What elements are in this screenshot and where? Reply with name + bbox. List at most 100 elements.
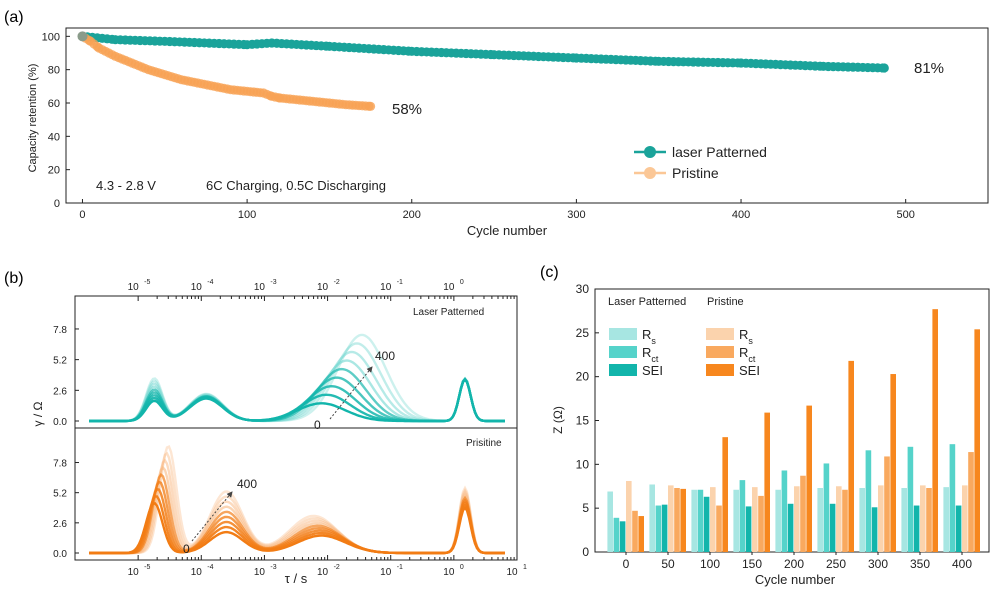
c-bar — [823, 463, 830, 552]
c-bar — [775, 489, 781, 552]
c-bar — [817, 488, 823, 552]
c-legend-swatch — [609, 364, 637, 376]
panel-b-top-label: Laser Patterned — [413, 307, 484, 318]
c-bar — [955, 505, 962, 552]
c-y-tick-label: 0 — [582, 545, 589, 559]
c-bar — [884, 456, 890, 552]
legend-pristine-label: Pristine — [672, 165, 719, 181]
panel-c-y-ticks: 0 5 10 15 20 25 30 — [576, 282, 599, 559]
c-legend-swatch — [706, 346, 734, 358]
c-bar — [865, 450, 872, 552]
c-bar — [680, 488, 686, 552]
a-x-tick-label: 0 — [79, 209, 85, 221]
b-x-tick-exp: -5 — [144, 564, 150, 571]
b-bottom-y-tick-label: 5.2 — [53, 489, 67, 500]
c-bar — [758, 495, 764, 552]
panel-a-x-axis-label: Cycle number — [467, 223, 548, 238]
panel-c-x-axis-label: Cycle number — [755, 572, 836, 587]
legend-laser-label: laser Patterned — [672, 144, 767, 160]
panel-b-bottom-label: Prisitine — [466, 438, 502, 449]
panel-b-top-arrow-start-label: 0 — [314, 418, 321, 432]
b-x-top-tick-label: 10 — [317, 282, 329, 293]
b-x-tick-exp: -3 — [270, 564, 276, 571]
c-bar — [836, 486, 842, 552]
c-x-tick-label: 150 — [742, 557, 762, 571]
panel-a-series — [77, 31, 889, 111]
panel-c-bars — [607, 309, 980, 552]
c-legend-swatch — [706, 364, 734, 376]
c-bar — [649, 484, 655, 552]
b-x-tick-label: 10 — [380, 567, 392, 578]
b-top-y-tick-label: 2.6 — [53, 386, 67, 397]
b-x-tick-exp: 1 — [523, 564, 527, 571]
c-legend-label: Rs — [642, 327, 656, 346]
c-legend-label: SEI — [642, 363, 663, 378]
b-x-tick-exp: -1 — [397, 564, 403, 571]
a-x-tick-label: 300 — [567, 209, 585, 221]
c-x-tick-label: 300 — [868, 557, 888, 571]
c-bar — [716, 505, 722, 552]
annotation-58: 58% — [392, 101, 422, 118]
c-bar — [926, 488, 932, 552]
c-bar — [710, 487, 716, 552]
c-bar — [968, 452, 974, 552]
b-x-top-tick-exp: -4 — [207, 279, 213, 286]
c-bar — [920, 485, 926, 552]
c-bar — [859, 488, 865, 552]
c-bar — [974, 329, 980, 552]
panel-b-bottom-arrow — [191, 491, 233, 542]
c-bar — [619, 521, 626, 552]
c-bar — [674, 488, 680, 552]
panel-a-y-ticks: 0 20 40 60 80 100 — [42, 31, 70, 210]
c-bar — [632, 510, 638, 552]
b-x-tick-exp: -4 — [207, 564, 213, 571]
annotation-81: 81% — [914, 60, 944, 77]
c-bar — [626, 480, 632, 552]
legend-pristine-marker — [644, 167, 656, 179]
condition-rate: 6C Charging, 0.5C Discharging — [206, 178, 386, 193]
c-bar — [739, 480, 746, 552]
c-bar — [829, 503, 836, 552]
panel-b-label: (b) — [4, 270, 24, 287]
c-bar — [733, 489, 739, 552]
c-legend-label: Rs — [739, 327, 753, 346]
c-bar — [878, 485, 884, 552]
c-bar — [932, 309, 938, 552]
c-bar — [607, 491, 613, 552]
c-bar — [787, 503, 794, 552]
c-bar — [661, 504, 668, 552]
b-x-tick-exp: 0 — [460, 564, 464, 571]
c-x-tick-label: 0 — [623, 557, 630, 571]
c-bar — [745, 506, 752, 552]
panel-a-label: (a) — [4, 9, 24, 26]
c-bar — [764, 412, 770, 552]
c-bar — [655, 505, 662, 552]
c-legend-swatch — [609, 346, 637, 358]
c-x-tick-label: 400 — [952, 557, 972, 571]
b-x-top-tick-label: 10 — [443, 282, 455, 293]
panel-a-frame — [65, 27, 989, 204]
b-x-tick-label: 10 — [128, 567, 140, 578]
c-bar — [668, 485, 674, 552]
c-x-tick-label: 50 — [661, 557, 675, 571]
panel-c-header-pristine: Pristine — [707, 296, 744, 308]
panel-b-bottom-arrow-end-label: 400 — [237, 477, 257, 491]
c-y-tick-label: 20 — [576, 370, 590, 384]
panel-c: (c) 0 5 10 15 20 25 30 0 50 100 150 200 250 300 350 40… — [540, 264, 990, 587]
a-y-tick-label: 20 — [48, 165, 60, 177]
panel-a-legend: laser Patterned Pristine — [634, 144, 767, 181]
c-bar — [800, 475, 806, 552]
c-bar — [794, 486, 800, 552]
b-x-top-tick-exp: 0 — [460, 279, 464, 286]
b-x-top-tick-exp: -5 — [144, 279, 150, 286]
panel-b-x-axis-label: τ / s — [285, 571, 308, 586]
b-x-tick-label: 10 — [191, 567, 203, 578]
b-x-tick-label: 10 — [443, 567, 455, 578]
panel-b-top-arrow-end-label: 400 — [375, 349, 395, 363]
b-x-tick-exp: -2 — [334, 564, 340, 571]
a-point — [365, 101, 376, 111]
b-x-top-tick-exp: -2 — [334, 279, 340, 286]
c-bar — [848, 360, 854, 552]
a-y-tick-label: 40 — [48, 131, 60, 143]
c-bar — [871, 507, 878, 552]
